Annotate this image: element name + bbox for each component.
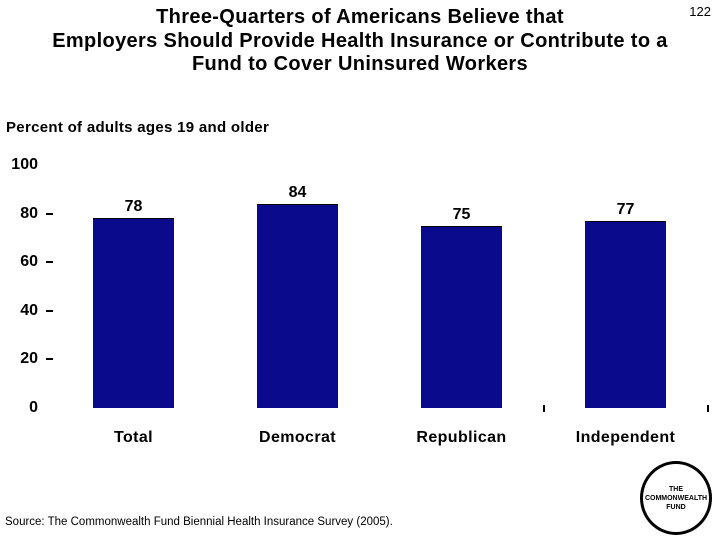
y-axis-tick-label-40: 40: [20, 301, 38, 319]
slide-title: Three-Quarters of Americans Believe that…: [0, 6, 720, 77]
bar-democrat: [257, 204, 338, 408]
bar-value-label-independent: 77: [616, 201, 635, 218]
category-label-republican: Republican: [416, 429, 507, 446]
y-axis-tick-mark-40: [46, 309, 53, 312]
logo-text-line-1: THE: [669, 485, 683, 493]
y-axis-tick-mark-20: [46, 358, 53, 361]
bar-republican: [421, 226, 502, 408]
logo-text-line-3: FUND: [666, 503, 686, 511]
y-axis-tick-mark-80: [46, 212, 53, 215]
category-label-democrat: Democrat: [258, 429, 336, 446]
slide-title-line-3: Fund to Cover Uninsured Workers: [191, 53, 529, 75]
bar-value-label-democrat: 84: [288, 184, 307, 201]
baseline-tick-mark: [707, 405, 709, 412]
bar-total: [93, 218, 174, 408]
y-axis-tick-label-20: 20: [20, 350, 38, 368]
y-axis-tick-label-0: 0: [29, 399, 38, 416]
bar-value-label-total: 78: [124, 198, 143, 215]
logo-text-line-2: COMMONWEALTH: [644, 494, 708, 502]
category-label-independent: Independent: [575, 429, 676, 446]
category-label-total: Total: [113, 429, 154, 446]
y-axis-tick-label-100: 100: [11, 156, 38, 173]
slide-title-line-1: Three-Quarters of Americans Believe that: [156, 6, 564, 28]
y-axis-tick-mark-60: [46, 261, 53, 264]
bar-independent: [585, 221, 666, 408]
y-axis-tick-label-60: 60: [20, 253, 38, 271]
chart-axis-caption: Percent of adults ages 19 and older: [6, 119, 270, 136]
slide-title-line-2: Employers Should Provide Health Insuranc…: [52, 29, 668, 52]
bar-value-label-republican: 75: [452, 206, 471, 223]
y-axis-tick-label-80: 80: [20, 204, 38, 222]
page-number: 122: [689, 4, 711, 19]
source-note: Source: The Commonwealth Fund Biennial H…: [5, 516, 393, 528]
commonwealth-fund-logo: THE COMMONWEALTH FUND: [640, 461, 712, 535]
baseline-tick-mark: [543, 405, 545, 412]
